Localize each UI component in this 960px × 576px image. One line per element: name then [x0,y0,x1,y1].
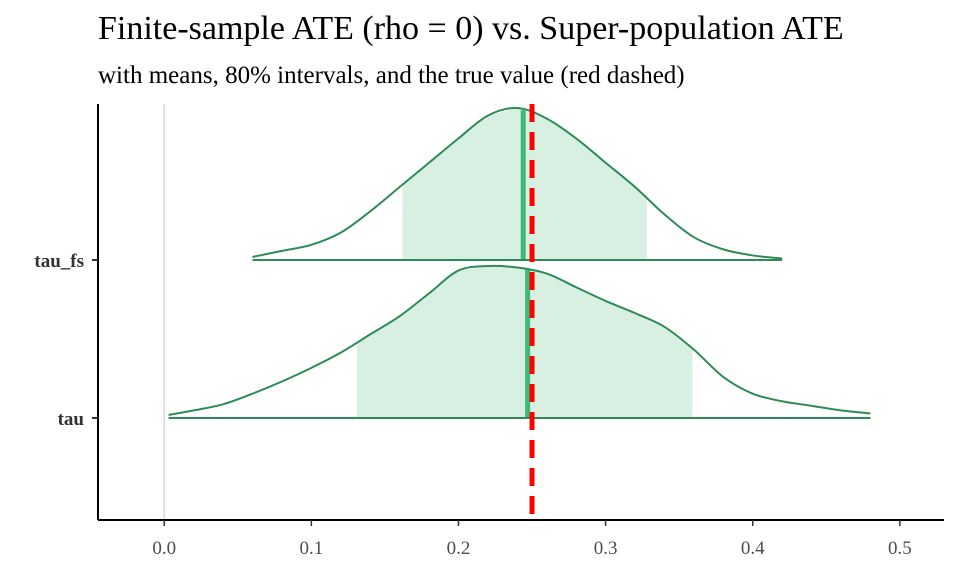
interval-80-fill [356,266,693,418]
density-curve [168,264,871,416]
x-tick-label: 0.2 [447,538,471,559]
x-tick-label: 0.1 [299,538,323,559]
ridge-group [168,106,871,419]
x-tick-label: 0.5 [888,538,912,559]
ridge-tau [168,264,871,419]
y-category-label: tau [58,409,85,430]
x-tick-label: 0.0 [152,538,176,559]
chart-subtitle: with means, 80% intervals, and the true … [98,62,685,89]
ridge-tau_fs [252,106,783,261]
y-category-label: tau_fs [34,251,84,272]
x-tick-label: 0.3 [594,538,618,559]
chart-title: Finite-sample ATE (rho = 0) vs. Super-po… [98,10,844,47]
x-tick-label: 0.4 [741,538,765,559]
density-curve [252,106,783,260]
